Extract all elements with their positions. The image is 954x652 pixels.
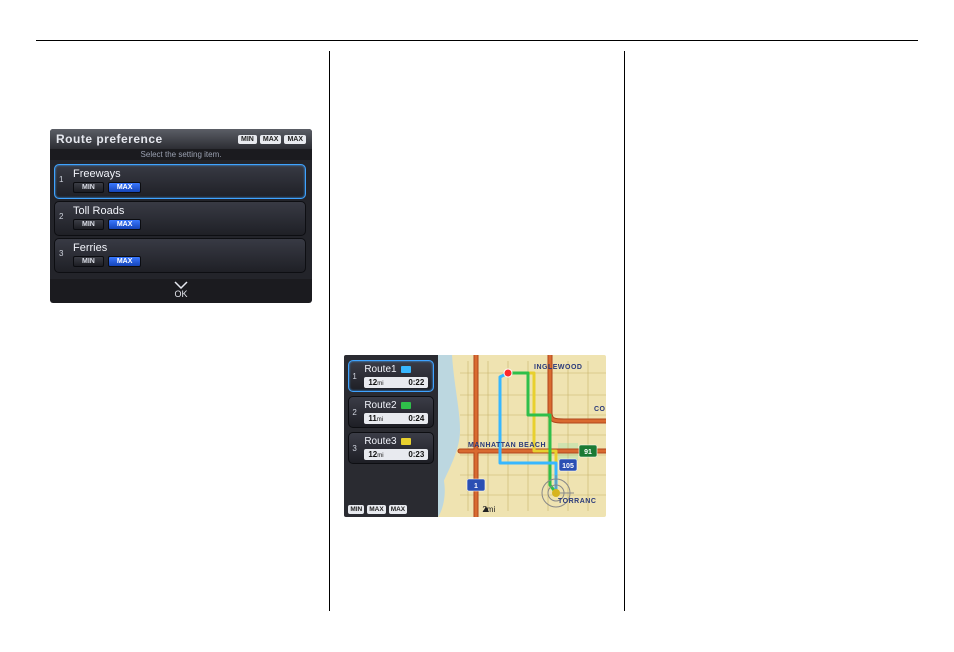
pref-row-label: Toll Roads	[73, 205, 297, 217]
svg-text:1: 1	[474, 483, 478, 490]
svg-text:CO: CO	[594, 406, 606, 413]
pref-row-toggle: MIN MAX	[73, 256, 297, 267]
pref-row-index: 1	[59, 175, 63, 184]
route-color-swatch	[401, 402, 411, 409]
map-area[interactable]: 91 105 1 INGLEWOOD MANHATTAN BEACH TORRA…	[438, 355, 606, 517]
pref-row-freeways[interactable]: 1 Freeways MIN MAX	[54, 164, 306, 199]
toggle-min-button[interactable]: MIN	[73, 182, 104, 193]
pref-row-label: Ferries	[73, 242, 297, 254]
svg-text:INGLEWOOD: INGLEWOOD	[534, 364, 582, 371]
route-preference-title: Route preference	[56, 132, 163, 146]
svg-text:TORRANC: TORRANC	[558, 498, 596, 505]
header-badge-max2: MAX	[284, 135, 306, 144]
header-badges: MIN MAX MAX	[238, 135, 306, 144]
pref-row-index: 2	[59, 212, 63, 221]
ok-button[interactable]: OK	[50, 279, 312, 303]
route-preference-header: Route preference MIN MAX MAX	[50, 129, 312, 149]
route-row-2[interactable]: 2 Route2 11mi 0:24	[348, 396, 434, 428]
pref-row-toggle: MIN MAX	[73, 219, 297, 230]
route-row-index: 3	[352, 444, 356, 453]
footer-badge-max1: MAX	[367, 505, 385, 514]
map-scale: 2mi	[482, 505, 495, 514]
pref-row-toggle: MIN MAX	[73, 182, 297, 193]
svg-text:105: 105	[562, 463, 574, 470]
pref-row-ferries[interactable]: 3 Ferries MIN MAX	[54, 238, 306, 273]
header-badge-min: MIN	[238, 135, 257, 144]
route-select-panel: 1 Route1 12mi 0:22 2 Route2	[344, 355, 606, 517]
toggle-max-button[interactable]: MAX	[108, 256, 142, 267]
toggle-max-button[interactable]: MAX	[108, 182, 142, 193]
route-row-index: 2	[352, 408, 356, 417]
pref-row-index: 3	[59, 249, 63, 258]
columns: Route preference MIN MAX MAX Select the …	[36, 51, 918, 611]
route-row-label: Route3	[364, 436, 396, 447]
toggle-max-button[interactable]: MAX	[108, 219, 142, 230]
route-color-swatch	[401, 366, 411, 373]
footer-badge-min: MIN	[348, 505, 364, 514]
route-preference-panel: Route preference MIN MAX MAX Select the …	[50, 129, 312, 303]
route-row-stat: 11mi 0:24	[364, 413, 428, 424]
column-3	[624, 51, 918, 611]
column-2: 1 Route1 12mi 0:22 2 Route2	[329, 51, 623, 611]
route-color-swatch	[401, 438, 411, 445]
toggle-min-button[interactable]: MIN	[73, 219, 104, 230]
top-rule	[36, 40, 918, 41]
route-row-1[interactable]: 1 Route1 12mi 0:22	[348, 360, 434, 392]
route-row-label: Route2	[364, 400, 396, 411]
svg-text:91: 91	[584, 449, 592, 456]
route-list-sidebar: 1 Route1 12mi 0:22 2 Route2	[344, 355, 438, 517]
column-1: Route preference MIN MAX MAX Select the …	[36, 51, 329, 611]
ok-label: OK	[174, 289, 187, 299]
route-preference-list: 1 Freeways MIN MAX 2 Toll Roads MIN MAX	[50, 160, 312, 279]
pref-row-label: Freeways	[73, 168, 297, 180]
chevron-down-icon	[174, 281, 188, 289]
route-list-footer: MIN MAX MAX	[348, 503, 434, 514]
manual-page: Route preference MIN MAX MAX Select the …	[0, 0, 954, 631]
svg-text:MANHATTAN BEACH: MANHATTAN BEACH	[468, 442, 546, 449]
route-row-stat: 12mi 0:22	[364, 377, 428, 388]
route-row-3[interactable]: 3 Route3 12mi 0:23	[348, 432, 434, 464]
pref-row-tollroads[interactable]: 2 Toll Roads MIN MAX	[54, 201, 306, 236]
route-row-index: 1	[352, 372, 356, 381]
route-row-stat: 12mi 0:23	[364, 449, 428, 460]
route-preference-subtitle: Select the setting item.	[50, 149, 312, 160]
toggle-min-button[interactable]: MIN	[73, 256, 104, 267]
route-row-label: Route1	[364, 364, 396, 375]
footer-badge-max2: MAX	[389, 505, 407, 514]
header-badge-max1: MAX	[260, 135, 282, 144]
